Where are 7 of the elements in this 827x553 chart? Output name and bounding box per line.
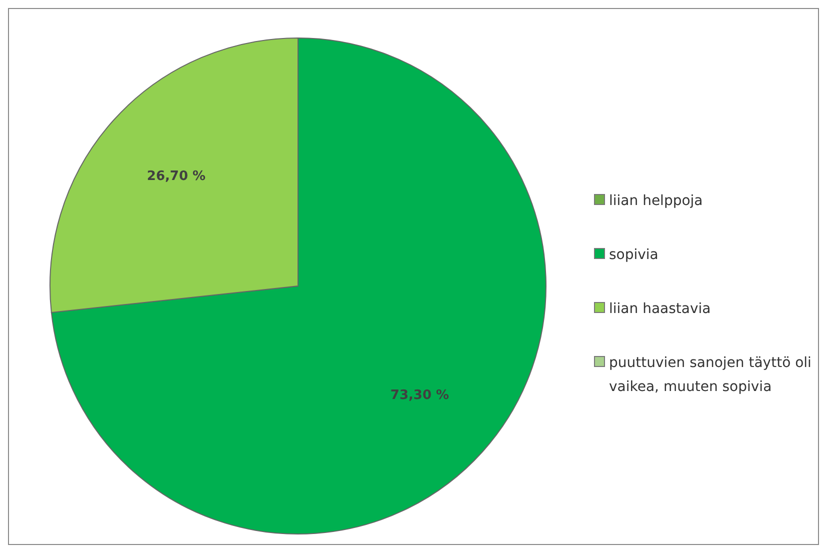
legend-label: puuttuvien sanojen täyttö oli vaikea, muuten sopivia [609,354,812,397]
legend-label: sopivia [609,246,658,265]
data-label: 73,30 % [390,388,450,403]
legend-label: liian haastavia [609,300,711,319]
legend-label: liian helppoja [609,192,703,211]
pie-slice [50,38,546,534]
data-label: 26,70 % [146,169,206,184]
